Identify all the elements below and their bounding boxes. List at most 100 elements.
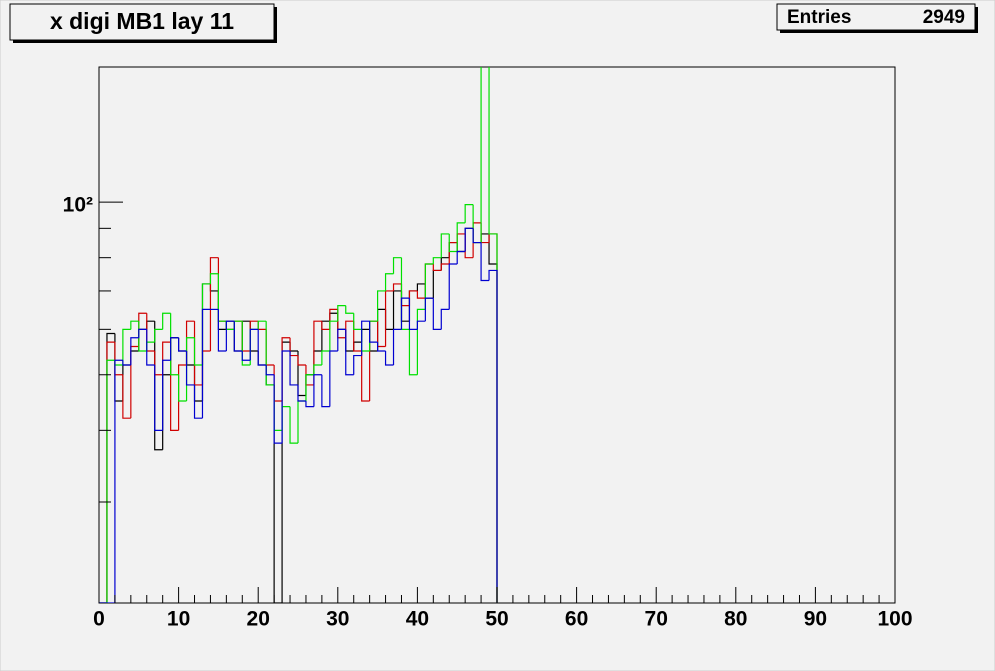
histogram-bin (162, 359, 171, 431)
histogram-bin (106, 359, 115, 603)
histogram-bin (321, 321, 330, 330)
histogram-bin (337, 304, 346, 322)
histogram-bin (384, 351, 394, 366)
histogram-bin (313, 320, 322, 385)
x-tick-label: 0 (93, 608, 105, 631)
histogram-bin (257, 329, 267, 366)
histogram-bin (273, 374, 283, 444)
stats-value: 2949 (923, 7, 965, 28)
histogram-bin (353, 313, 362, 330)
histogram-bin (416, 320, 426, 330)
histogram-bin (146, 329, 155, 366)
histogram-bin (138, 328, 147, 338)
histogram-bin (170, 337, 179, 361)
histogram-bin (178, 374, 187, 402)
x-tick-label: 80 (724, 608, 747, 631)
histogram-bin (265, 321, 275, 386)
histogram-bin (130, 320, 139, 330)
histogram-bin (241, 351, 251, 361)
histogram-bin (233, 321, 243, 352)
histogram-bin (345, 329, 354, 376)
histogram-bin (448, 233, 458, 253)
histogram-bin (337, 328, 346, 352)
x-tick-label: 30 (326, 608, 349, 631)
histogram-bin (369, 321, 378, 343)
histogram-bin (193, 384, 203, 419)
histogram-bin (432, 257, 442, 264)
histogram-bin (408, 329, 418, 376)
histogram-bin (416, 290, 426, 299)
histogram-bin (209, 257, 219, 352)
histogram-bin (432, 298, 442, 330)
chart-title: x digi MB1 lay 11 (50, 8, 234, 34)
histogram-bin (400, 297, 410, 330)
histogram-bin (313, 364, 322, 375)
histogram-bin (178, 364, 187, 431)
histogram-bin (424, 263, 434, 310)
histogram-bin (448, 263, 458, 310)
histogram-bin (297, 384, 306, 402)
y-tick-label: 10² (63, 194, 93, 217)
stats-box (776, 3, 976, 31)
histogram-bin (329, 350, 338, 407)
histogram-bin (456, 250, 466, 264)
histogram-bin (440, 263, 450, 271)
histogram-bin (225, 320, 235, 352)
histogram-bin (345, 305, 354, 314)
histogram-bin (440, 308, 450, 330)
histograms (99, 67, 498, 603)
histogram-bin (464, 227, 474, 252)
histogram-bin (432, 263, 442, 272)
histogram-bin (193, 337, 203, 366)
histogram-bin (265, 364, 275, 376)
x-tick-label: 50 (485, 608, 508, 631)
histogram-bin (329, 320, 338, 352)
histogram-bin (321, 350, 330, 365)
histogram-bin (361, 320, 370, 356)
histogram-bin (122, 360, 131, 366)
histogram-bin (392, 257, 402, 274)
histogram-bin (313, 374, 322, 407)
histogram-bin (480, 242, 490, 282)
histogram-bin (361, 351, 370, 402)
histogram-bin (257, 320, 267, 330)
histogram-bin (480, 67, 482, 243)
histogram-bin (289, 406, 298, 444)
histogram-bin (440, 233, 450, 258)
x-tick-label: 20 (247, 608, 270, 631)
histogram-bin (305, 374, 314, 401)
histogram-bin (162, 312, 171, 330)
histogram-bin (408, 298, 418, 330)
histogram-bin (472, 228, 482, 244)
histogram-bin (384, 273, 394, 291)
histogram-bin (416, 283, 426, 291)
histogram-bin (241, 321, 251, 366)
histogram-bin (488, 269, 498, 603)
histogram-bin (424, 297, 434, 322)
x-tick-label: 10 (167, 608, 190, 631)
histogram-bin (209, 273, 219, 284)
histogram-bin (217, 309, 227, 352)
x-tick-label: 90 (804, 608, 827, 631)
histogram-bin (130, 337, 139, 365)
x-tick-label: 40 (406, 608, 429, 631)
histogram-bin (178, 337, 187, 352)
x-tick-label: 60 (565, 608, 588, 631)
histogram-bin (281, 350, 291, 444)
histogram-bin (154, 364, 163, 431)
histogram-bin (353, 321, 362, 352)
x-tick-label: 70 (645, 608, 668, 631)
histogram-bin (297, 355, 306, 366)
title-box (9, 3, 275, 41)
histogram-bin (289, 351, 298, 386)
histogram-bin (154, 328, 163, 343)
histogram-bin (353, 354, 362, 375)
histogram-bin (392, 283, 402, 291)
histogram-bin (122, 374, 131, 419)
histogram-bin (249, 328, 259, 361)
histogram-bin (185, 351, 195, 386)
histogram-bin (377, 342, 386, 352)
histogram-bin (201, 308, 211, 419)
x-tick-label: 100 (877, 608, 912, 631)
histogram-bin (392, 328, 402, 365)
